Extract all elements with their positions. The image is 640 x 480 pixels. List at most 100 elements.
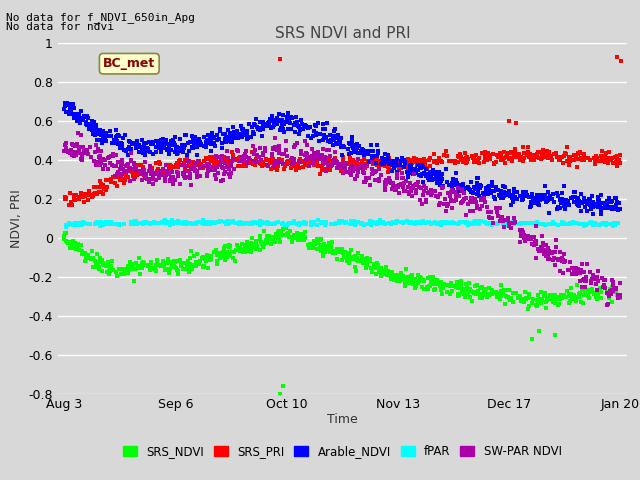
Point: [536, 288, 547, 296]
Point: [392, 157, 403, 165]
Point: [534, 327, 544, 335]
Point: [367, 269, 378, 276]
Point: [178, 220, 188, 228]
Point: [237, 156, 248, 164]
Point: [193, 142, 204, 149]
Point: [410, 165, 420, 173]
Point: [328, 249, 338, 257]
Point: [452, 153, 463, 160]
Point: [429, 218, 440, 226]
Point: [428, 169, 438, 177]
Point: [478, 189, 488, 197]
Point: [95, 136, 106, 144]
Point: [541, 153, 552, 161]
Point: [229, 166, 239, 173]
Point: [260, 236, 271, 244]
Point: [151, 137, 161, 144]
Point: [203, 131, 213, 139]
Point: [188, 139, 198, 146]
Text: No data for f_NDVI_650in_Apg: No data for f_NDVI_650in_Apg: [6, 12, 195, 23]
Point: [154, 175, 164, 182]
Point: [535, 196, 545, 204]
Point: [313, 239, 323, 247]
Point: [548, 294, 558, 302]
Point: [267, 112, 277, 120]
Point: [116, 160, 127, 168]
Point: [155, 138, 165, 145]
Point: [374, 175, 384, 183]
Point: [269, 164, 279, 172]
Point: [447, 288, 457, 295]
Point: [596, 288, 606, 296]
Point: [356, 255, 367, 263]
Point: [294, 158, 305, 166]
Point: [522, 191, 532, 199]
Point: [102, 262, 113, 269]
Point: [460, 286, 470, 294]
Point: [87, 126, 97, 134]
Point: [466, 179, 476, 186]
Point: [337, 163, 347, 171]
Point: [598, 200, 609, 207]
Point: [165, 258, 175, 266]
Point: [606, 220, 616, 228]
Point: [263, 162, 273, 170]
Point: [160, 216, 170, 224]
Point: [67, 140, 77, 147]
Point: [410, 187, 420, 194]
Point: [397, 169, 407, 177]
Point: [607, 278, 618, 286]
Point: [614, 156, 624, 164]
Point: [239, 248, 250, 256]
Point: [157, 257, 168, 264]
Point: [72, 221, 83, 228]
Point: [399, 163, 410, 171]
Point: [209, 165, 219, 173]
Point: [602, 197, 612, 204]
Point: [115, 220, 125, 228]
Point: [523, 232, 533, 240]
Point: [273, 228, 284, 236]
Point: [376, 272, 386, 279]
Point: [195, 172, 205, 180]
Point: [213, 169, 223, 177]
Point: [535, 220, 545, 228]
Point: [118, 166, 128, 173]
Point: [509, 220, 520, 228]
Point: [68, 112, 79, 120]
Point: [372, 156, 382, 163]
Point: [380, 162, 390, 170]
Point: [198, 253, 208, 261]
Point: [412, 155, 422, 163]
Point: [189, 163, 199, 171]
Point: [505, 296, 515, 304]
Point: [173, 150, 183, 157]
Point: [166, 164, 176, 172]
Point: [461, 153, 472, 161]
Point: [170, 259, 180, 266]
Point: [123, 269, 133, 276]
Point: [495, 295, 505, 303]
Point: [114, 265, 124, 273]
Point: [131, 165, 141, 172]
Point: [541, 298, 551, 306]
Point: [193, 157, 203, 165]
Point: [360, 176, 371, 183]
Point: [367, 170, 377, 178]
Point: [320, 125, 330, 132]
Point: [504, 155, 514, 163]
Point: [491, 204, 501, 212]
Point: [516, 196, 527, 204]
Point: [209, 133, 219, 141]
Point: [419, 169, 429, 177]
Point: [390, 275, 400, 282]
Point: [389, 186, 399, 194]
Point: [319, 241, 330, 249]
Point: [520, 288, 531, 296]
Point: [318, 136, 328, 144]
Point: [502, 294, 513, 301]
Point: [458, 180, 468, 187]
Point: [95, 153, 105, 160]
Point: [106, 132, 116, 140]
Point: [502, 293, 512, 300]
